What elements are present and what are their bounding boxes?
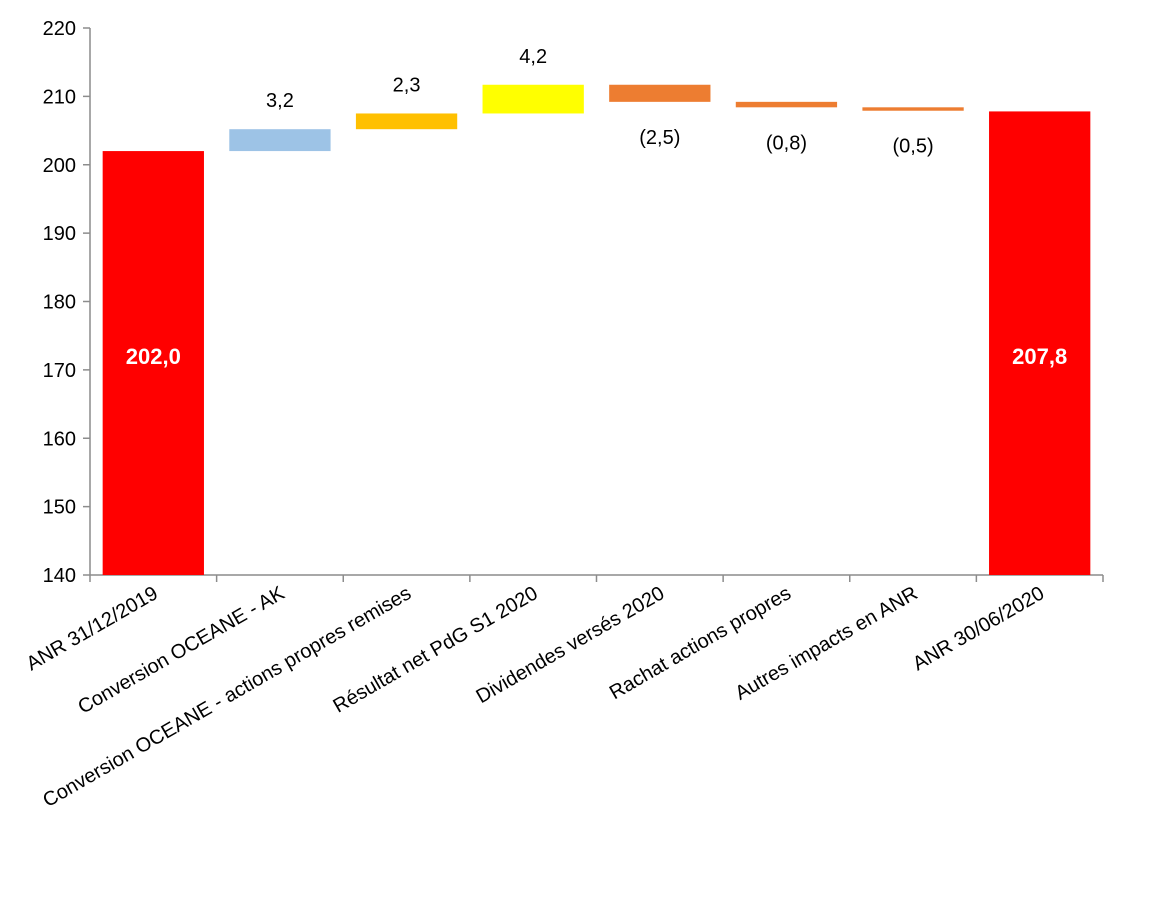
data-label: (0,8) bbox=[766, 132, 807, 154]
data-label: (2,5) bbox=[639, 127, 680, 149]
increase-bar bbox=[355, 113, 458, 130]
data-label: 2,3 bbox=[393, 74, 421, 96]
data-label: 207,8 bbox=[1012, 344, 1067, 369]
y-tick-label: 180 bbox=[43, 292, 76, 314]
data-label: (0,5) bbox=[893, 136, 934, 158]
y-tick-label: 200 bbox=[43, 155, 76, 177]
increase-bar bbox=[482, 84, 584, 114]
data-label: 4,2 bbox=[519, 46, 547, 68]
x-category-label: Résultat net PdG S1 2020 bbox=[329, 582, 541, 717]
data-label: 3,2 bbox=[266, 90, 294, 112]
total-bar bbox=[102, 151, 204, 575]
x-category-label: Conversion OCEANE - AK bbox=[74, 582, 289, 719]
y-tick-label: 170 bbox=[43, 360, 76, 382]
y-tick-label: 190 bbox=[43, 223, 76, 245]
y-tick-label: 160 bbox=[43, 428, 76, 450]
data-labels: 202,0 3,2 2,3 4,2 (2,5) (0,8) (0,5) 207,8 bbox=[126, 46, 1067, 369]
y-tick-label: 150 bbox=[43, 497, 76, 519]
y-tick-label: 220 bbox=[43, 18, 76, 40]
y-axis: 140 150 160 170 180 190 200 210 220 bbox=[43, 18, 91, 587]
bars bbox=[102, 84, 1091, 575]
y-tick-label: 210 bbox=[43, 86, 76, 108]
x-category-label: ANR 30/06/2020 bbox=[909, 582, 1048, 675]
total-bar bbox=[989, 111, 1091, 575]
data-label: 202,0 bbox=[126, 344, 181, 369]
y-tick-label: 140 bbox=[43, 565, 76, 587]
decrease-bar bbox=[735, 101, 838, 108]
increase-bar bbox=[229, 129, 331, 152]
decrease-bar bbox=[609, 84, 711, 102]
decrease-bar bbox=[862, 107, 964, 111]
